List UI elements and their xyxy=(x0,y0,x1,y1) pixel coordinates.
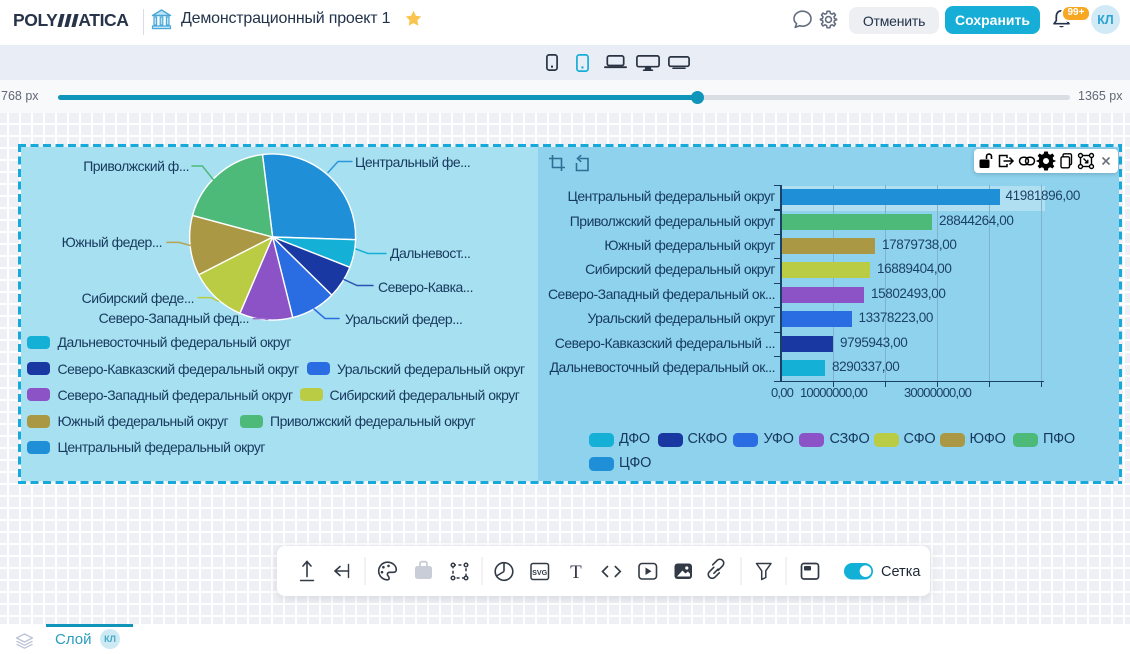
svg-text:T: T xyxy=(570,562,582,583)
svg-text:SVG: SVG xyxy=(532,568,548,577)
